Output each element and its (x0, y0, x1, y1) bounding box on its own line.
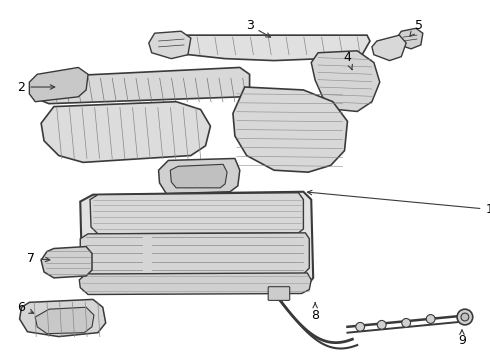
Circle shape (461, 313, 469, 321)
Polygon shape (90, 193, 303, 234)
Circle shape (356, 323, 365, 331)
Polygon shape (20, 300, 106, 337)
Text: 1: 1 (307, 190, 490, 216)
Circle shape (426, 315, 435, 323)
Polygon shape (233, 87, 347, 172)
Text: 4: 4 (343, 51, 352, 70)
Polygon shape (31, 67, 249, 104)
Polygon shape (41, 102, 210, 162)
Polygon shape (372, 35, 406, 60)
Polygon shape (80, 192, 313, 290)
Polygon shape (155, 35, 370, 60)
Polygon shape (79, 273, 311, 294)
Polygon shape (397, 28, 423, 49)
Text: 5: 5 (410, 19, 423, 36)
Text: 7: 7 (27, 252, 50, 265)
Text: 6: 6 (18, 301, 34, 314)
Text: 8: 8 (311, 303, 319, 321)
Polygon shape (171, 165, 227, 188)
Polygon shape (149, 31, 191, 59)
Polygon shape (41, 247, 92, 278)
Polygon shape (80, 233, 309, 275)
Circle shape (457, 309, 473, 325)
Circle shape (377, 320, 386, 329)
Circle shape (402, 319, 411, 327)
Polygon shape (29, 67, 88, 102)
FancyBboxPatch shape (268, 287, 290, 300)
Polygon shape (311, 51, 380, 112)
Text: 3: 3 (245, 19, 270, 37)
Text: 9: 9 (458, 330, 466, 347)
Text: 2: 2 (18, 81, 55, 94)
Polygon shape (159, 158, 240, 194)
Polygon shape (35, 307, 94, 334)
